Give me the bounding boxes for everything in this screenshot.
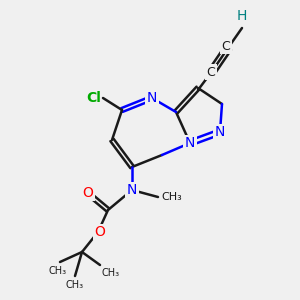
Text: CH₃: CH₃ [66,280,84,290]
Text: N: N [215,125,225,139]
Text: N: N [147,91,157,105]
Text: C: C [222,40,230,52]
Text: C: C [207,65,215,79]
Text: CH₃: CH₃ [49,266,67,276]
Text: Cl: Cl [86,91,101,105]
Text: H: H [237,9,247,23]
Text: N: N [185,136,195,150]
Text: N: N [127,183,137,197]
Text: O: O [94,225,105,239]
Text: CH₃: CH₃ [161,192,182,202]
Text: O: O [82,186,93,200]
Text: CH₃: CH₃ [102,268,120,278]
